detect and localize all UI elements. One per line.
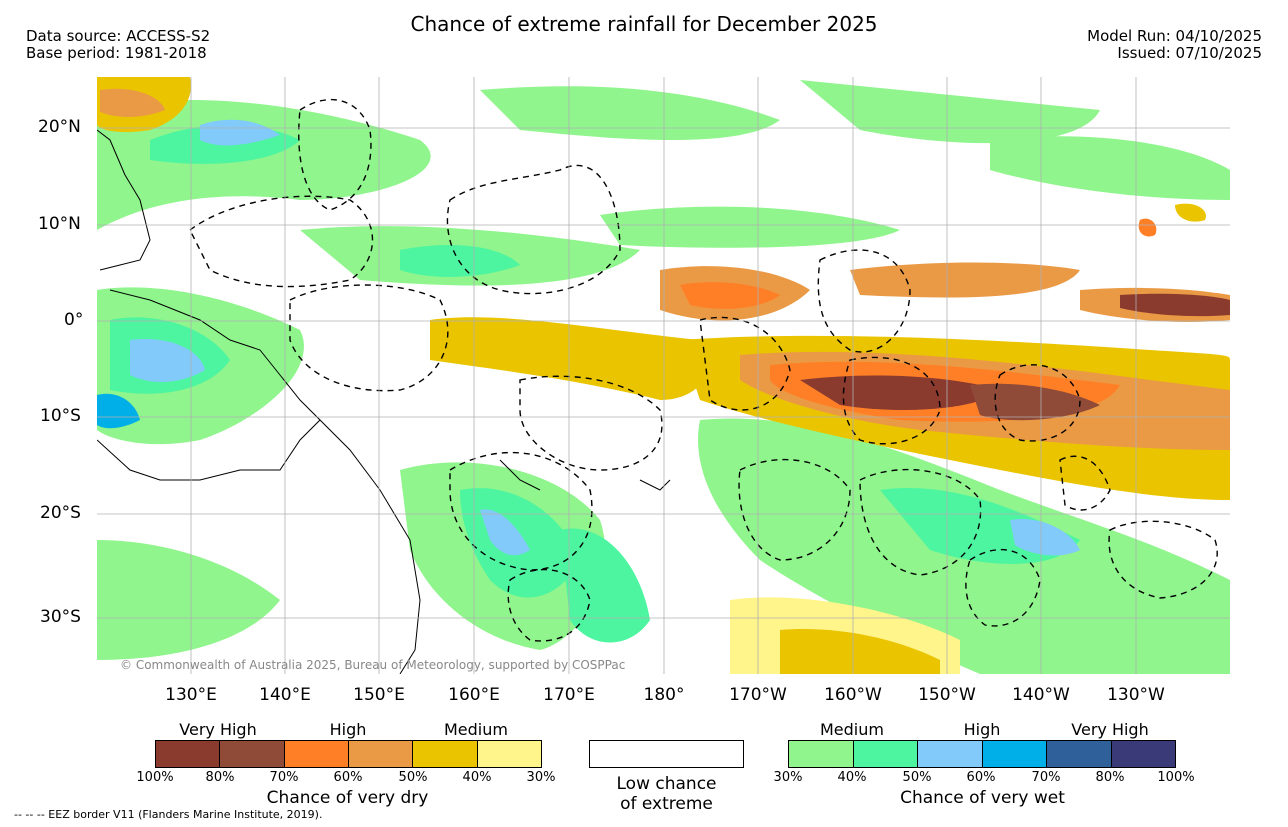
wet-category-very-high: Very High [1071, 720, 1149, 739]
dry-category-high: High [329, 720, 367, 739]
wet-caption: Chance of very wet [900, 788, 1065, 808]
dry-swatch [477, 741, 541, 767]
copyright-note: © Commonwealth of Australia 2025, Bureau… [120, 658, 626, 672]
eez-borders [189, 99, 1218, 642]
issued-label: Issued: 07/10/2025 [1117, 44, 1262, 62]
lon-label: 170°E [543, 685, 595, 705]
map-title: Chance of extreme rainfall for December … [410, 12, 878, 36]
dry-swatch [348, 741, 414, 767]
low-chance-line2: of extreme [620, 794, 713, 814]
dry-tick: 30% [526, 770, 556, 785]
eez-note: -- -- -- EEZ border V11 (Flanders Marine… [14, 808, 323, 821]
lat-label-10s: 10°S [40, 406, 81, 426]
dry-swatch [220, 741, 285, 767]
dry-swatch [284, 741, 349, 767]
wet-swatch [982, 741, 1047, 767]
dry-tick: 50% [398, 770, 428, 785]
dry-shading [97, 77, 1230, 674]
lat-label-10n: 10°N [38, 214, 81, 234]
wet-shading [97, 80, 1230, 674]
wet-tick: 70% [1031, 770, 1061, 785]
lon-label: 160°W [824, 685, 882, 705]
dry-swatch [413, 741, 478, 767]
lat-label-20s: 20°S [40, 503, 81, 523]
lon-label: 130°E [165, 685, 217, 705]
low-chance-line1: Low chance [616, 774, 717, 794]
lon-label: 180° [643, 685, 685, 705]
lon-label: 150°W [918, 685, 976, 705]
wet-tick: 80% [1095, 770, 1125, 785]
wet-swatch [918, 741, 983, 767]
dry-tick: 70% [269, 770, 299, 785]
lat-label-0: 0° [64, 310, 84, 330]
lat-label-30s: 30°S [40, 607, 81, 627]
wet-swatch [1111, 741, 1175, 767]
base-period-label: Base period: 1981-2018 [26, 44, 207, 62]
wet-colorbar [788, 740, 1176, 768]
model-run-label: Model Run: 04/10/2025 [1087, 27, 1262, 45]
graticule [97, 77, 1230, 674]
wet-tick: 40% [837, 770, 867, 785]
dry-tick: 60% [333, 770, 363, 785]
dry-caption: Chance of very dry [266, 788, 429, 808]
wet-tick: 30% [773, 770, 803, 785]
lon-label: 170°W [729, 685, 787, 705]
wet-category-medium: Medium [820, 720, 884, 739]
lat-label-20n: 20°N [38, 117, 81, 137]
wet-swatch [853, 741, 918, 767]
wet-swatch [1047, 741, 1112, 767]
dry-category-very-high: Very High [179, 720, 257, 739]
lon-label: 150°E [353, 685, 405, 705]
map-field [97, 77, 1230, 674]
dry-category-medium: Medium [444, 720, 508, 739]
lon-label: 140°W [1012, 685, 1070, 705]
wet-tick: 50% [902, 770, 932, 785]
dry-tick: 80% [205, 770, 235, 785]
coastlines [97, 129, 671, 674]
wet-tick: 60% [966, 770, 996, 785]
lon-label: 130°W [1107, 685, 1165, 705]
data-source-label: Data source: ACCESS-S2 [26, 27, 211, 45]
wet-swatch [789, 741, 854, 767]
dry-swatch [156, 741, 221, 767]
low-chance-swatch [589, 740, 744, 768]
dry-tick: 40% [462, 770, 492, 785]
wet-category-high: High [963, 720, 1001, 739]
dry-colorbar [155, 740, 542, 768]
lon-label: 160°E [448, 685, 500, 705]
dry-tick: 100% [136, 770, 174, 785]
wet-tick: 100% [1157, 770, 1195, 785]
lon-label: 140°E [259, 685, 311, 705]
